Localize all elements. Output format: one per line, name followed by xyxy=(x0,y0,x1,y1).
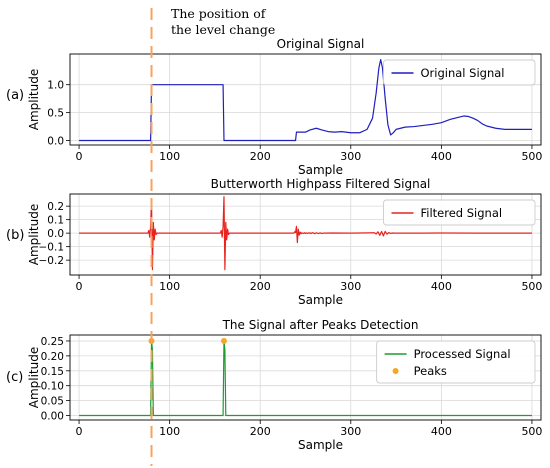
y-axis-label: Amplitude xyxy=(27,347,41,409)
chart-panel-c: 0 100 200 300 400 500 0.00 0.05 0.10 0.15 0.20 0.25… xyxy=(6,318,542,452)
x-tick-label: 300 xyxy=(340,150,361,163)
legend-entry: Filtered Signal xyxy=(421,206,503,220)
legend-entry: Processed Signal xyxy=(414,347,511,361)
legend-box xyxy=(376,340,536,384)
legend-entry: Peaks xyxy=(414,364,447,378)
y-tick-label: 0.5 xyxy=(47,108,64,120)
panel-label: (b) xyxy=(6,228,24,243)
plot-frame xyxy=(69,193,542,276)
x-tick-label: 0 xyxy=(76,425,83,438)
x-tick-label: 300 xyxy=(340,425,361,438)
y-tick-label: 0.20 xyxy=(41,351,64,363)
annotation-text-line1: The position of xyxy=(171,6,267,21)
y-tick-label: 0.00 xyxy=(41,411,64,423)
plot-frame xyxy=(69,334,542,421)
x-tick-label: 300 xyxy=(340,280,361,293)
legend-swatch xyxy=(392,368,399,374)
legend-entry: Original Signal xyxy=(421,66,505,80)
panel-title: Original Signal xyxy=(277,37,365,51)
y-axis-label: Amplitude xyxy=(27,204,41,266)
y-axis-label: Amplitude xyxy=(27,69,41,131)
annotation-text-line2: the level change xyxy=(171,22,275,37)
x-axis-label: Sample xyxy=(298,293,343,307)
x-tick-label: 0 xyxy=(76,150,83,163)
y-tick-label: 0.0 xyxy=(47,136,64,148)
peak-point xyxy=(220,337,227,344)
x-tick-label: 200 xyxy=(250,425,271,438)
legend-box xyxy=(383,199,536,226)
y-tick-label: 0.05 xyxy=(41,396,64,408)
y-tick-label: 0.2 xyxy=(47,201,64,213)
y-tick-label: 0.1 xyxy=(47,215,64,227)
y-tick-label: −0.1 xyxy=(39,242,65,254)
x-tick-label: 400 xyxy=(431,150,452,163)
panel-title: Butterworth Highpass Filtered Signal xyxy=(211,177,431,191)
panel-title: The Signal after Peaks Detection xyxy=(222,318,419,332)
legend: Processed Signal Peaks xyxy=(376,340,536,384)
y-tick-label: 0.10 xyxy=(41,381,64,393)
y-tick-label: 0.0 xyxy=(47,228,64,240)
x-tick-label: 500 xyxy=(521,425,542,438)
panel-label: (a) xyxy=(6,88,24,103)
y-tick-label: 1.0 xyxy=(47,80,64,92)
x-tick-label: 0 xyxy=(76,280,83,293)
legend-box xyxy=(383,59,536,86)
x-tick-label: 400 xyxy=(431,280,452,293)
y-tick-label: −0.2 xyxy=(39,255,65,267)
x-tick-label: 200 xyxy=(250,150,271,163)
legend: Filtered Signal xyxy=(383,199,536,226)
chart-panel-a: 0 100 200 300 400 500 0.0 0.5 1.0 Original Signal… xyxy=(6,37,542,177)
legend: Original Signal xyxy=(383,59,536,86)
x-axis-label: Sample xyxy=(298,438,343,452)
series-line-1-0 xyxy=(79,196,532,271)
x-tick-label: 100 xyxy=(159,280,180,293)
x-tick-label: 200 xyxy=(250,280,271,293)
x-tick-label: 500 xyxy=(521,150,542,163)
y-tick-label: 0.15 xyxy=(41,366,64,378)
x-tick-label: 500 xyxy=(521,280,542,293)
x-tick-label: 100 xyxy=(159,150,180,163)
y-tick-label: 0.25 xyxy=(41,336,64,348)
series-line-0-0 xyxy=(79,58,532,142)
x-tick-label: 400 xyxy=(431,425,452,438)
panel-label: (c) xyxy=(6,370,23,385)
plot-frame xyxy=(69,53,542,146)
chart-panel-b: 0 100 200 300 400 500 −0.2−0.1 0.00.1 0.2 Butterw… xyxy=(6,177,542,307)
level-change-annotation: The position of the level change xyxy=(150,6,275,466)
x-tick-label: 100 xyxy=(159,425,180,438)
x-axis-label: Sample xyxy=(298,163,343,177)
